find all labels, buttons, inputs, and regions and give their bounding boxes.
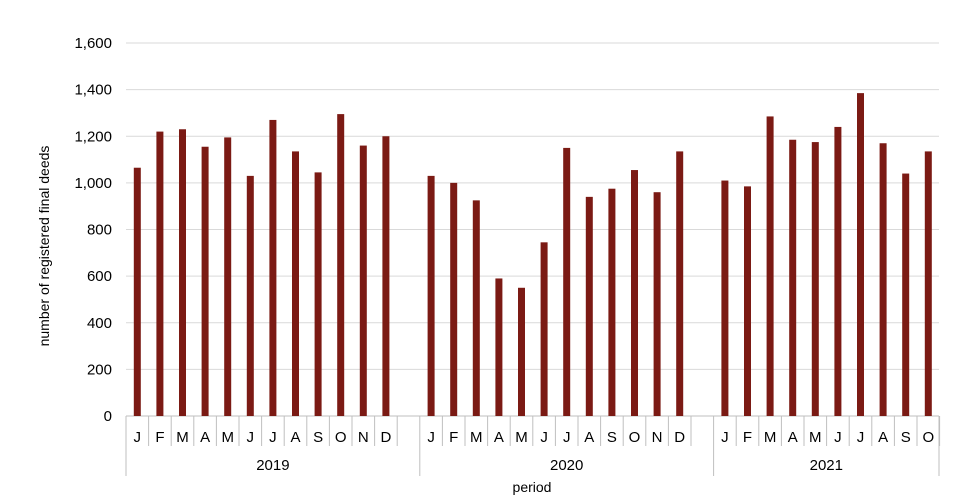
month-label: S: [607, 429, 617, 446]
bar: [314, 172, 322, 416]
month-label: J: [247, 429, 255, 446]
bar: [292, 151, 299, 416]
y-tick-label: 600: [87, 268, 112, 285]
bar: [766, 116, 774, 416]
bar: [631, 170, 638, 416]
month-label: O: [335, 429, 347, 446]
y-tick-label: 1,200: [74, 128, 112, 145]
month-label: J: [269, 429, 277, 446]
bar: [359, 145, 367, 416]
month-label: A: [494, 429, 504, 446]
y-tick-label: 400: [87, 315, 112, 332]
month-label: D: [674, 429, 685, 446]
month-label: M: [764, 429, 777, 446]
month-label: O: [922, 429, 934, 446]
month-label: J: [134, 429, 142, 446]
month-label: J: [834, 429, 842, 446]
bar: [540, 242, 548, 416]
bar: [246, 175, 254, 416]
year-label: 2019: [256, 457, 289, 474]
y-axis-ticks: 0 200 400 600 800 1,000 1,200 1,400 1,600: [74, 35, 112, 425]
bar: [676, 151, 684, 416]
bar: [495, 278, 503, 416]
bar: [156, 131, 164, 416]
bar: [179, 129, 186, 416]
bar: [789, 139, 797, 416]
month-label: S: [313, 429, 323, 446]
month-label: A: [584, 429, 594, 446]
bar: [879, 143, 887, 416]
month-label: A: [200, 429, 210, 446]
month-label: A: [290, 429, 300, 446]
bar: [269, 119, 277, 417]
month-label: S: [901, 429, 911, 446]
bar: [427, 175, 435, 416]
month-label: M: [221, 429, 234, 446]
month-label: F: [449, 429, 458, 446]
bar: [337, 114, 345, 417]
month-label: A: [788, 429, 798, 446]
month-label: F: [743, 429, 752, 446]
y-tick-label: 200: [87, 361, 112, 378]
y-tick-label: 800: [87, 222, 112, 239]
month-label: J: [721, 429, 729, 446]
year-label: 2020: [550, 457, 583, 474]
bar: [902, 173, 910, 416]
month-label: A: [878, 429, 888, 446]
y-tick-label: 1,400: [74, 82, 112, 99]
month-label: J: [563, 429, 571, 446]
bar: [563, 147, 571, 416]
y-axis-title: number of registered final deeds: [36, 146, 52, 347]
bar: [653, 192, 661, 416]
month-label: O: [629, 429, 641, 446]
bar: [518, 287, 525, 416]
bar: [834, 126, 842, 417]
month-label: F: [155, 429, 164, 446]
y-tick-label: 1,000: [74, 175, 112, 192]
month-label: N: [652, 429, 663, 446]
y-tick-label: 0: [104, 408, 112, 425]
y-tick-label: 1,600: [74, 35, 112, 52]
bar: [201, 146, 209, 416]
bar: [857, 93, 864, 416]
bar: [721, 180, 729, 416]
bar: [924, 151, 932, 416]
month-label: M: [470, 429, 483, 446]
year-label: 2021: [810, 457, 843, 474]
month-label: M: [809, 429, 822, 446]
bars: [133, 93, 932, 417]
bar: [382, 136, 390, 416]
bar: [585, 196, 593, 416]
month-label: J: [540, 429, 548, 446]
month-label: M: [176, 429, 189, 446]
month-label: D: [380, 429, 391, 446]
bar: [472, 200, 480, 416]
x-axis-title: period: [513, 479, 552, 495]
month-label: M: [515, 429, 528, 446]
month-label: J: [857, 429, 865, 446]
bar: [224, 137, 232, 416]
month-label: N: [358, 429, 369, 446]
bar: [608, 188, 616, 416]
bar: [811, 142, 819, 416]
bar: [744, 186, 751, 416]
month-label: J: [427, 429, 435, 446]
bar: [133, 167, 141, 416]
bar: [450, 182, 458, 416]
grid-lines: [126, 42, 939, 417]
